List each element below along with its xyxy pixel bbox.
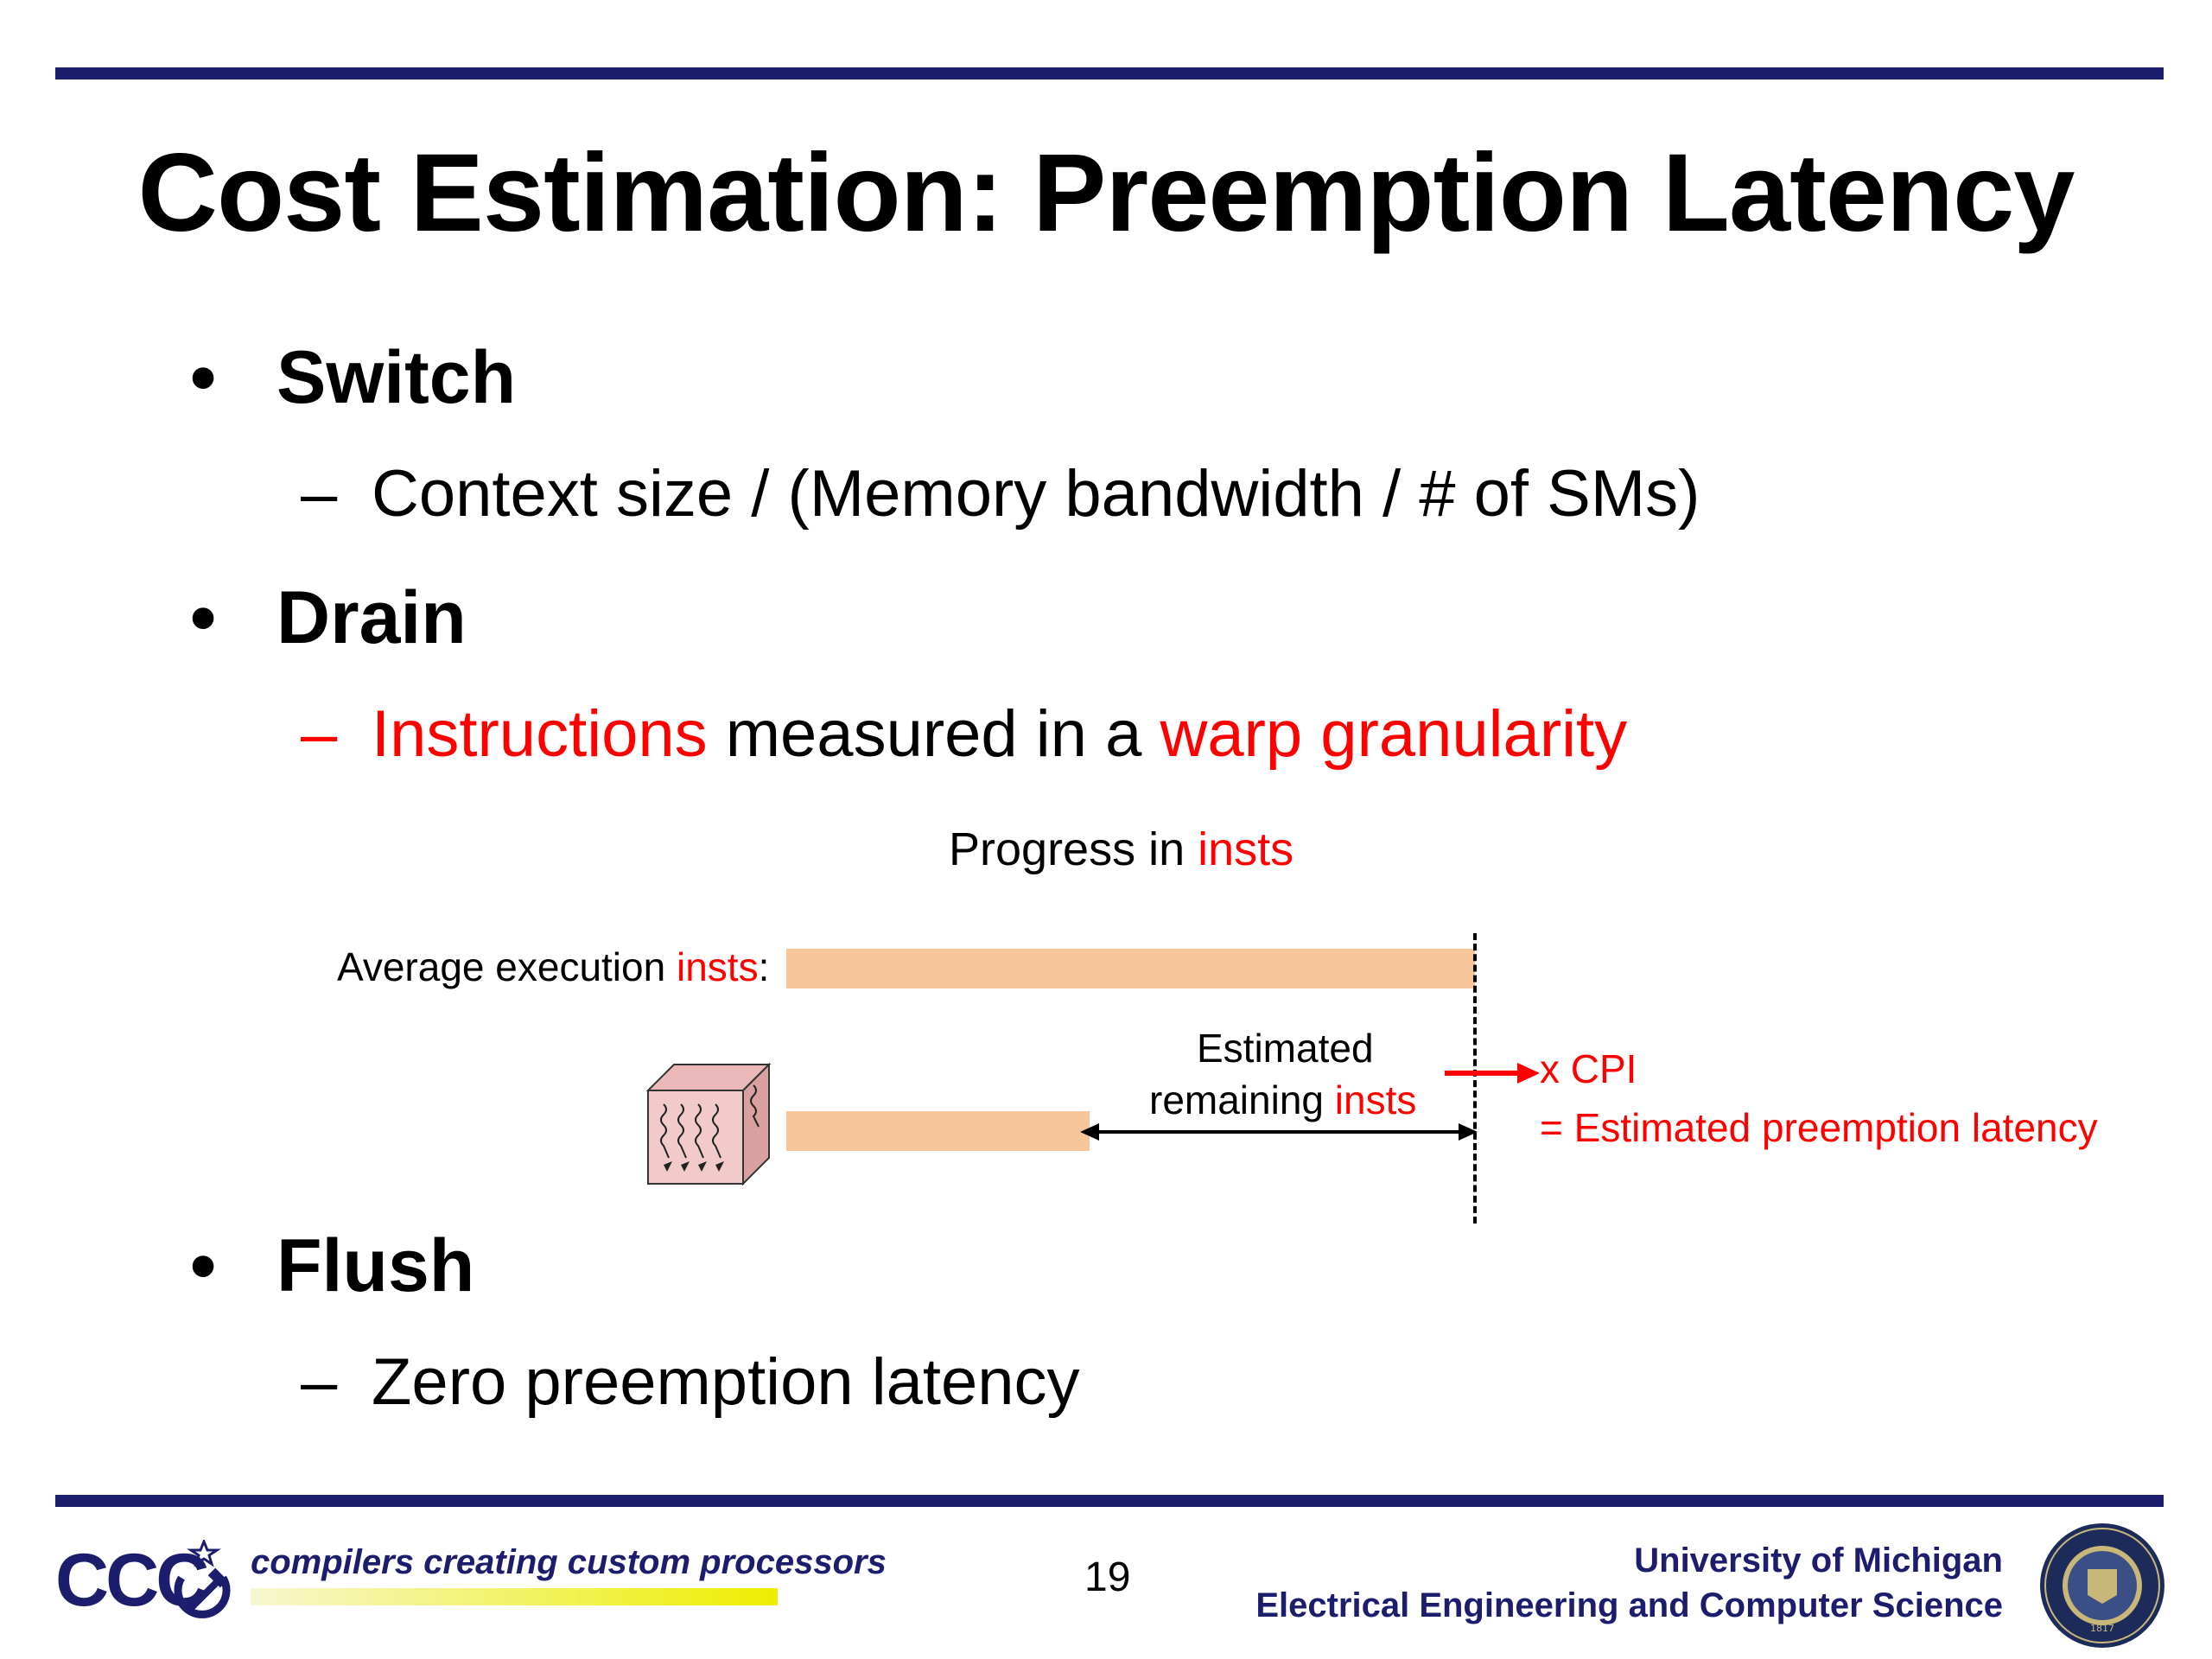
cpi-arrow	[1445, 1063, 1540, 1084]
sub-drain-middle: measured in a	[707, 697, 1160, 771]
avg-exec-colon: :	[758, 944, 770, 989]
sub-drain-instructions: Instructions	[372, 697, 708, 771]
estimated-label: Estimated	[1197, 1026, 1374, 1071]
avg-exec-insts: insts	[676, 944, 759, 989]
slide-title: Cost Estimation: Preemption Latency	[137, 131, 2075, 255]
remaining-label: remaining insts	[1149, 1077, 1416, 1123]
bullet-switch-label: Switch	[276, 336, 517, 419]
top-rule	[55, 67, 2164, 79]
diagram-heading-insts: insts	[1198, 823, 1294, 875]
sub-switch: – Context size / (Memory bandwidth / # of…	[301, 456, 1700, 531]
sub-drain: – Instructions measured in a warp granula…	[301, 696, 1627, 772]
bullet-dot: •	[190, 576, 217, 659]
bullet-dot: •	[190, 1224, 217, 1307]
tagline: compilers creating custom processors	[251, 1543, 887, 1581]
sm-cube-icon	[646, 1062, 772, 1186]
bullet-drain: • Drain	[190, 575, 467, 661]
bullet-flush: • Flush	[190, 1224, 474, 1309]
department-name: Electrical Engineering and Computer Scie…	[1255, 1586, 2003, 1624]
remaining-text: remaining	[1149, 1077, 1335, 1122]
bottom-rule	[55, 1495, 2164, 1507]
avg-exec-bar	[786, 949, 1475, 988]
avg-exec-text: Average execution	[337, 944, 677, 989]
end-marker-line	[1473, 933, 1477, 1224]
tagline-highlight	[251, 1588, 778, 1605]
page-number: 19	[1084, 1554, 1131, 1600]
university-name: University of Michigan	[1634, 1541, 2003, 1580]
hammer-sickle-icon	[174, 1540, 231, 1618]
remaining-arrow	[1080, 1123, 1478, 1141]
bullet-switch: • Switch	[190, 335, 516, 421]
sub-switch-text: Context size / (Memory bandwidth / # of …	[372, 457, 1700, 531]
sub-dash: –	[301, 1345, 338, 1419]
sub-drain-granularity: warp granularity	[1160, 697, 1628, 771]
sub-dash: –	[301, 457, 338, 531]
cpi-label: x CPI	[1540, 1046, 1637, 1091]
bullet-flush-label: Flush	[276, 1224, 475, 1307]
bullet-drain-label: Drain	[276, 576, 467, 659]
remaining-insts: insts	[1334, 1077, 1417, 1122]
sub-flush-text: Zero preemption latency	[372, 1345, 1080, 1419]
sub-flush: – Zero preemption latency	[301, 1344, 1080, 1420]
bullet-dot: •	[190, 336, 217, 419]
progress-bar	[786, 1111, 1090, 1151]
diagram-heading-text: Progress in	[949, 823, 1198, 875]
seal-year: 1817	[2090, 1623, 2114, 1634]
avg-exec-label: Average execution insts:	[337, 944, 769, 990]
diagram-heading: Progress in insts	[949, 823, 1294, 876]
estimated-latency-label: = Estimated preemption latency	[1540, 1105, 2098, 1150]
sub-dash: –	[301, 697, 338, 771]
university-seal: 1817	[2040, 1523, 2164, 1648]
